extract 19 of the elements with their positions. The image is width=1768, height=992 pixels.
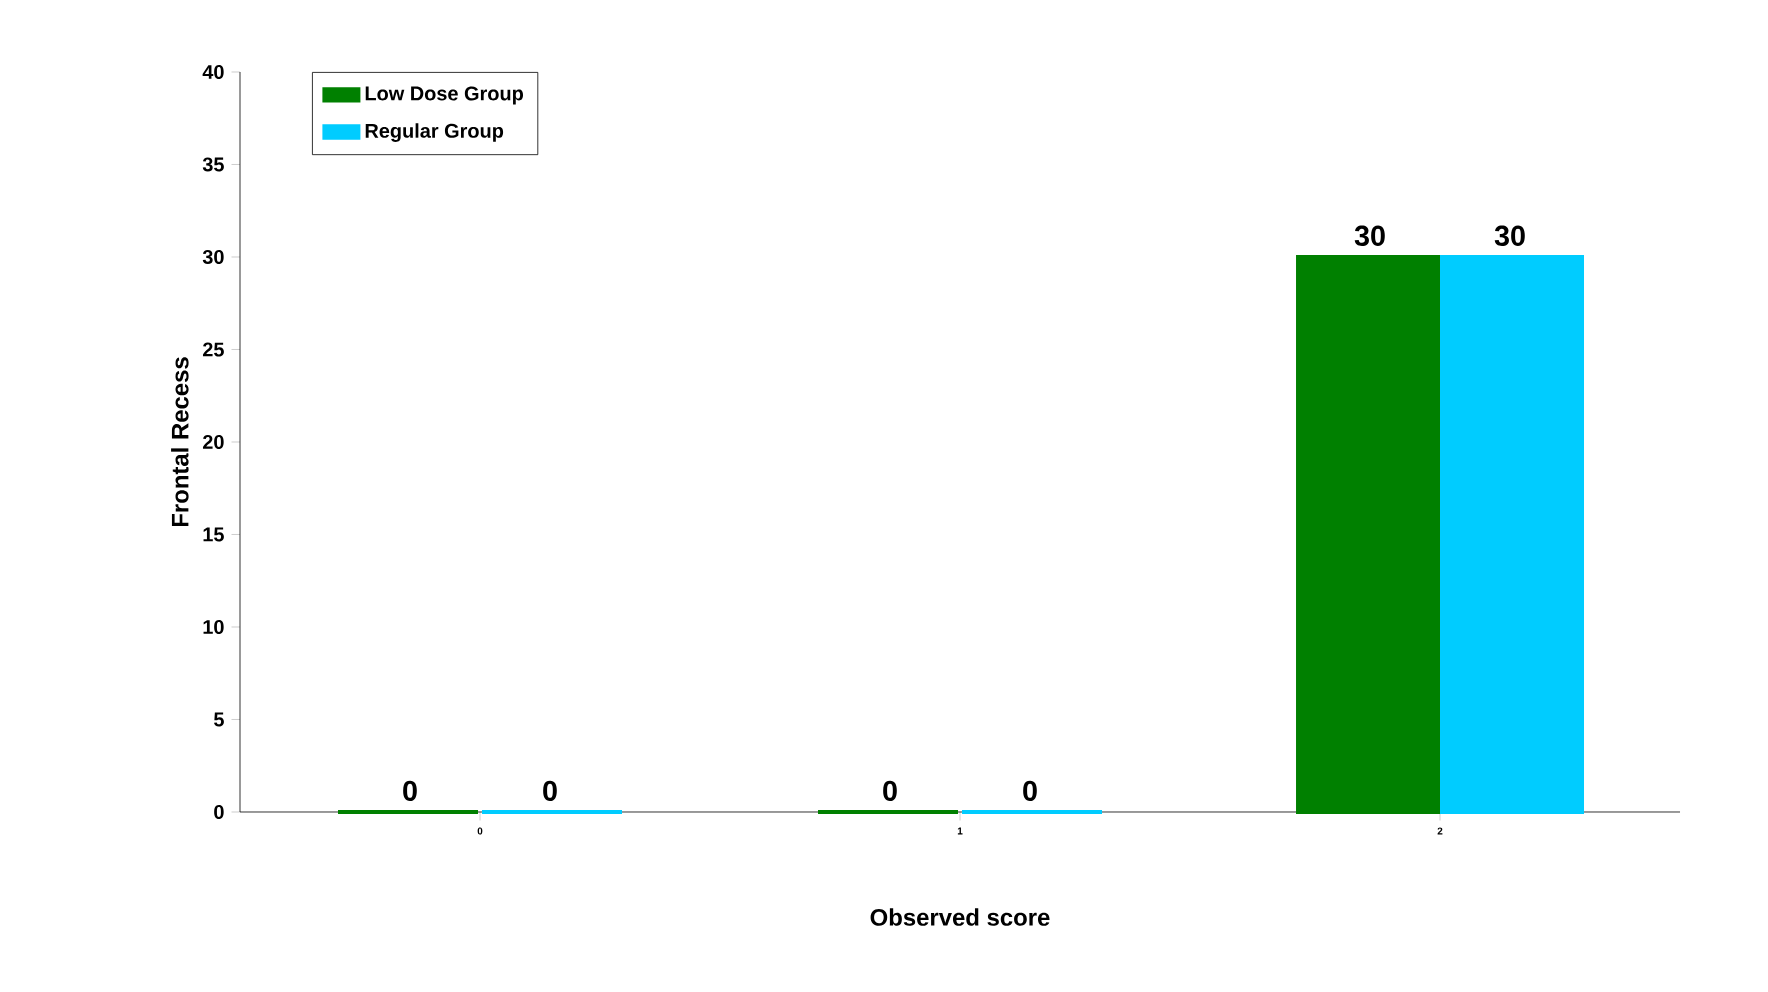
y-tick-label: 15 (203, 527, 224, 542)
y-tick-label: 25 (202, 342, 224, 357)
y-tick-label: 0 (214, 804, 224, 820)
data-label: 0 (883, 780, 897, 801)
data-label: 30 (1354, 225, 1385, 246)
legend-label: Low Dose Group (365, 86, 524, 105)
data-label: 30 (1494, 225, 1525, 246)
data-label: 0 (403, 780, 417, 801)
y-tick-label: 5 (214, 712, 224, 727)
y-tick-label: 10 (203, 619, 224, 635)
y-tick-label: 40 (202, 64, 224, 80)
y-axis-title: Frontal Recess (171, 357, 189, 527)
data-label: 0 (1023, 780, 1037, 801)
legend-label: Regular Group (365, 123, 504, 142)
y-tick-label: 30 (202, 249, 224, 265)
x-axis-title: Observed score (870, 908, 1050, 926)
y-tick-label: 35 (202, 157, 224, 172)
data-label: 0 (543, 780, 557, 801)
y-tick-label: 20 (202, 434, 224, 450)
